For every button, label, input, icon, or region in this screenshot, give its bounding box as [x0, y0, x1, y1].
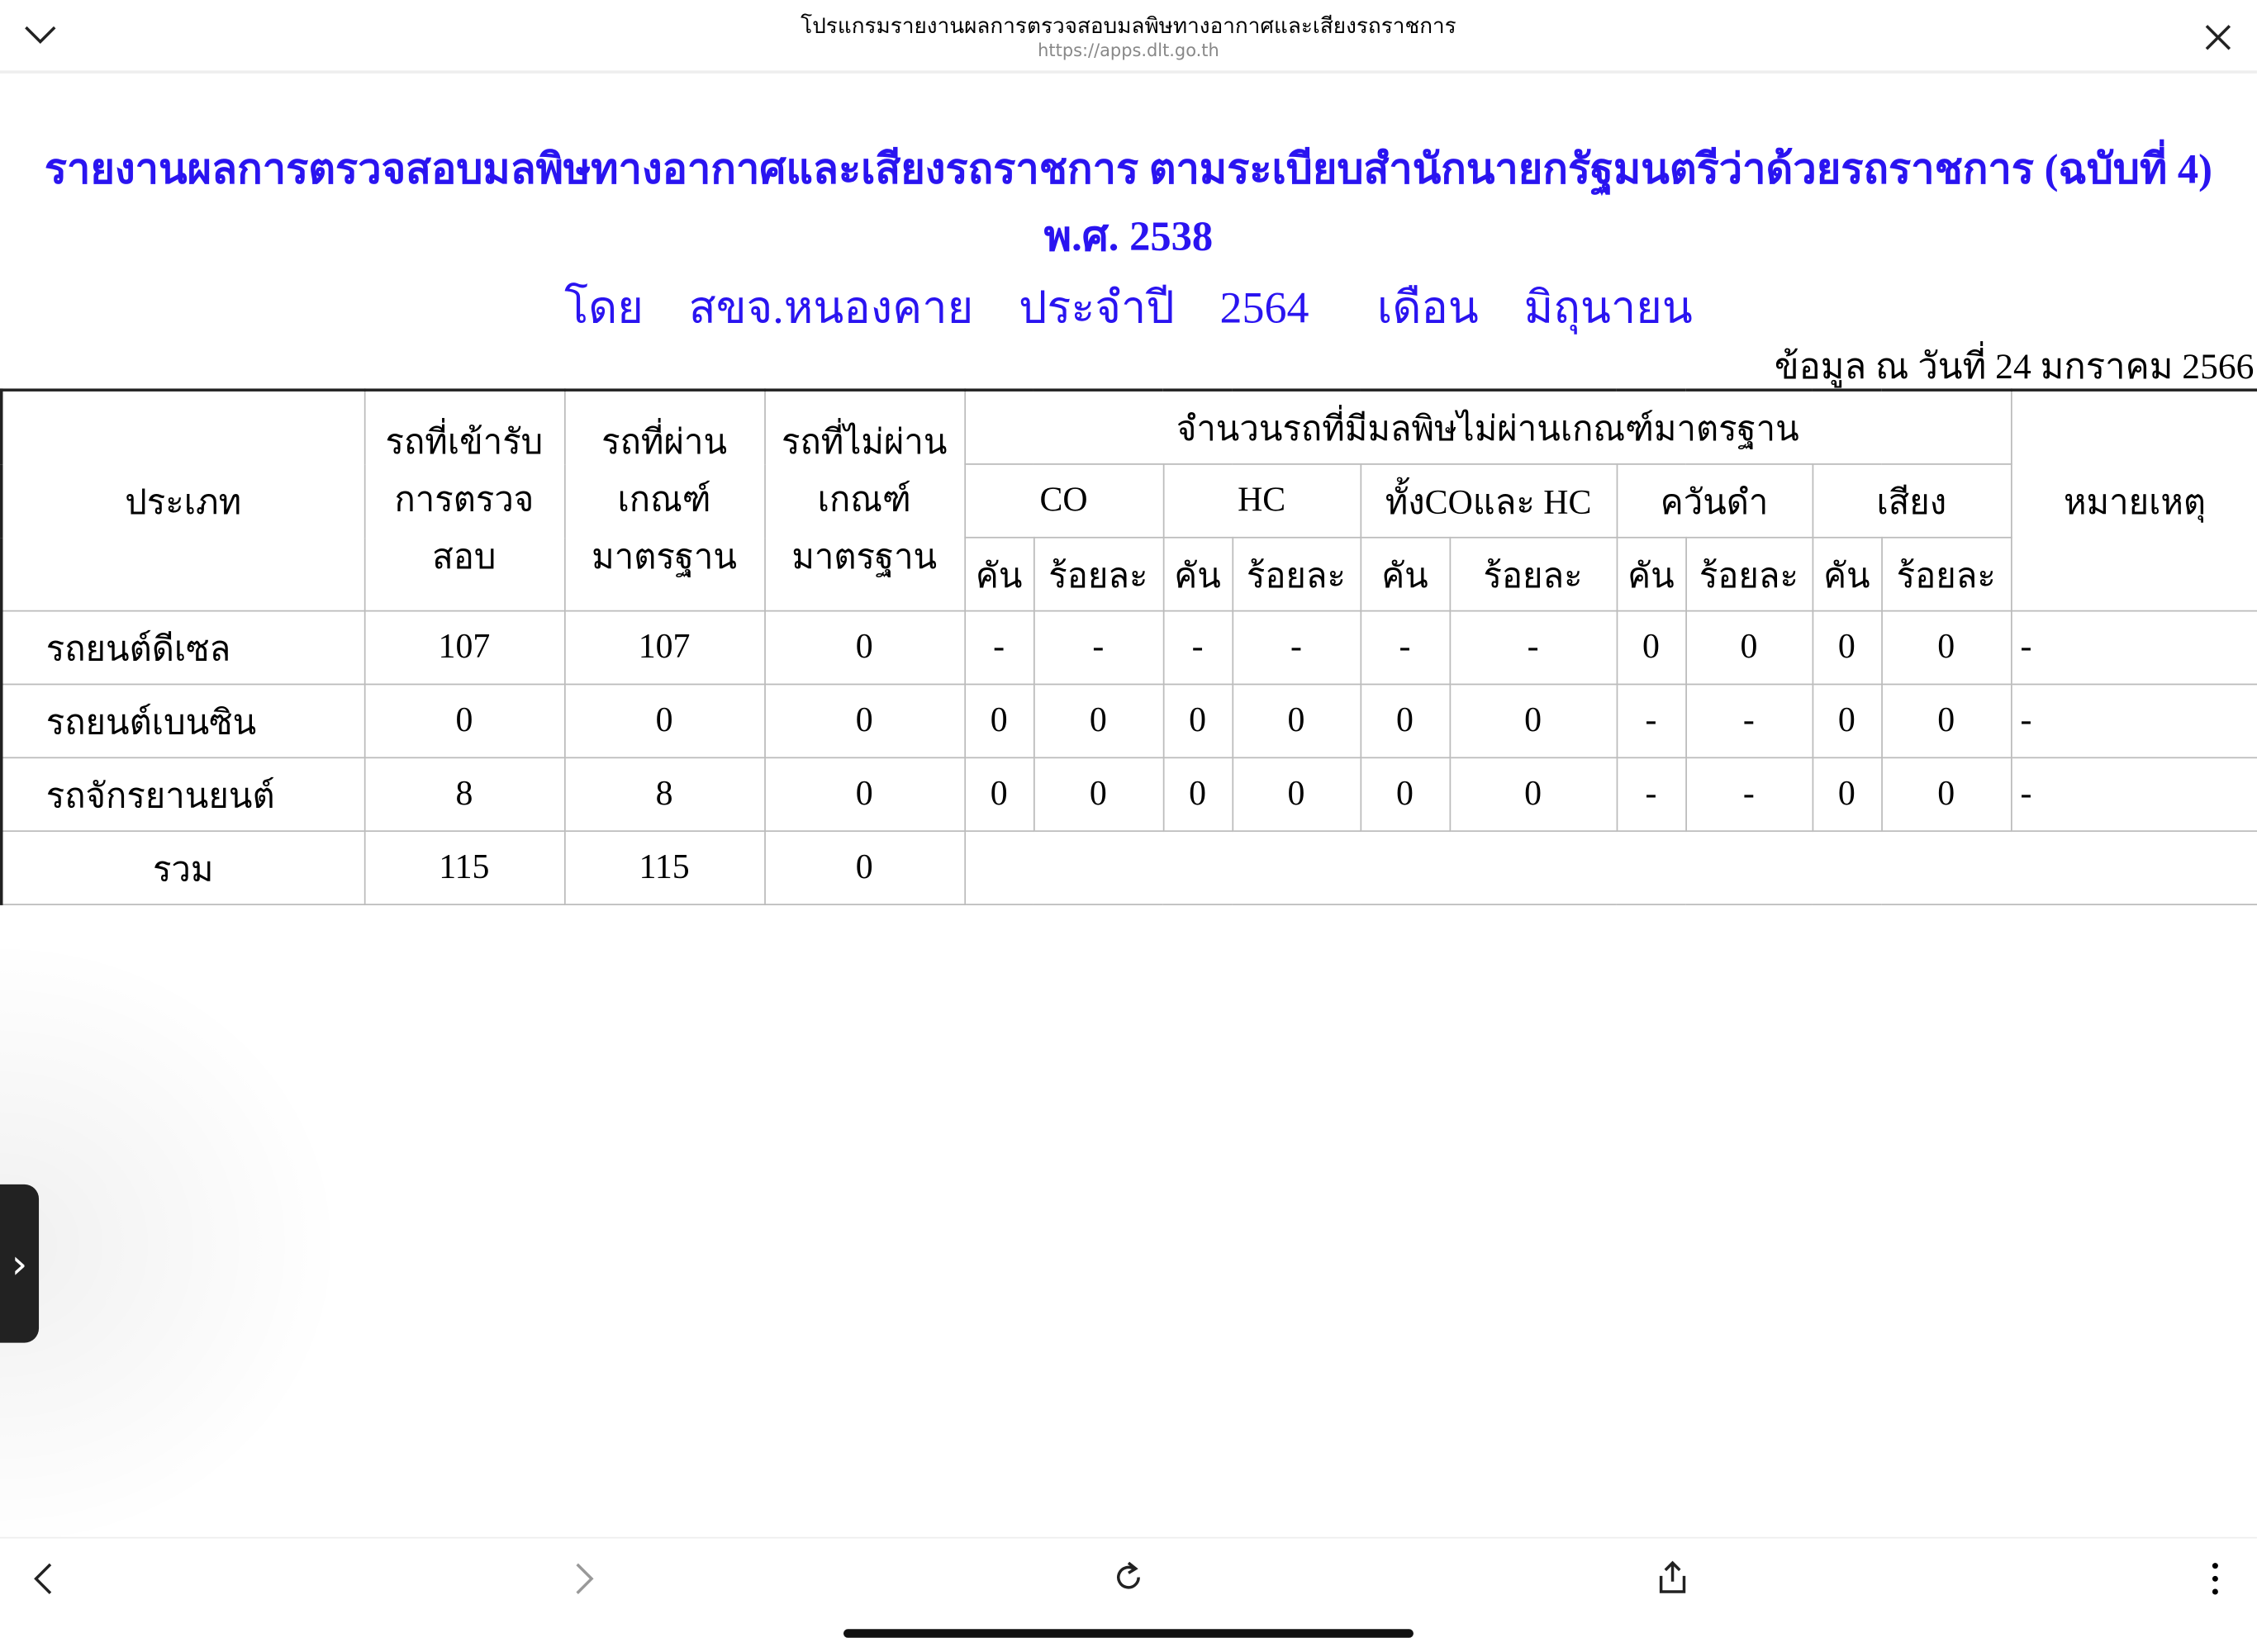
- cell-value: -: [963, 610, 1034, 686]
- cell-value: 0: [1811, 683, 1883, 759]
- report-subtitle: โดย สขจ.หนองคาย ประจำปี 2564 เดือน มิถุน…: [564, 282, 1693, 333]
- table-row: รถจักรยานยนต์ 8 8 0 0 0 0 0 0 0- -0 0-: [0, 757, 2257, 833]
- cell-value: -: [1684, 757, 1813, 833]
- cell-value: -: [1231, 610, 1361, 686]
- cell-type: รถยนต์เบนซิน: [0, 683, 365, 759]
- cell-failed: 0: [763, 757, 966, 833]
- chevron-down-icon[interactable]: [23, 23, 58, 46]
- cell-inspected: 0: [363, 683, 565, 759]
- cell-inspected: 8: [363, 757, 565, 833]
- subheader-unit: คัน: [1811, 536, 1883, 612]
- browser-title: โปรแกรมรายงานผลการตรวจสอบมลพิษทางอากาศแล…: [801, 12, 1456, 40]
- subheader-unit: คัน: [1162, 536, 1233, 612]
- cell-value: 0: [1162, 757, 1233, 833]
- subheader-unit: คัน: [1615, 536, 1687, 612]
- header-hc: HC: [1162, 463, 1361, 539]
- header-type: ประเภท: [0, 389, 365, 612]
- cell-value: 0: [1448, 683, 1618, 759]
- cell-value: 0: [1811, 757, 1883, 833]
- cell-type: รถจักรยานยนต์: [0, 757, 365, 833]
- cell-value: 0: [1615, 610, 1687, 686]
- cell-value: 0: [1880, 757, 2012, 833]
- total-empty: [963, 830, 2257, 905]
- subheader-percent: ร้อยละ: [1880, 536, 2012, 612]
- header-remark: หมายเหตุ: [2010, 389, 2257, 612]
- more-icon[interactable]: [2209, 1561, 2221, 1596]
- cell-remark: -: [2010, 757, 2257, 833]
- share-icon[interactable]: [1656, 1559, 1690, 1596]
- cell-failed: 0: [763, 610, 966, 686]
- header-co: CO: [963, 463, 1164, 539]
- header-passed: รถที่ผ่านเกณฑ์มาตรฐาน: [563, 389, 766, 612]
- cell-value: -: [1033, 610, 1164, 686]
- cell-value: -: [1359, 610, 1451, 686]
- cell-value: 0: [1033, 683, 1164, 759]
- cell-passed: 8: [563, 757, 766, 833]
- cell-passed: 107: [563, 610, 766, 686]
- total-failed: 0: [763, 830, 966, 905]
- total-inspected: 115: [363, 830, 565, 905]
- subheader-percent: ร้อยละ: [1033, 536, 1164, 612]
- total-label: รวม: [0, 830, 365, 905]
- cell-value: 0: [1684, 610, 1813, 686]
- cell-value: -: [1684, 683, 1813, 759]
- cell-failed: 0: [763, 683, 966, 759]
- subheader-unit: คัน: [963, 536, 1034, 612]
- close-icon[interactable]: [2203, 23, 2232, 52]
- total-passed: 115: [563, 830, 766, 905]
- header-co-hc: ทั้งCOและ HC: [1359, 463, 1618, 539]
- header-inspected: รถที่เข้ารับการตรวจสอบ: [363, 389, 565, 612]
- side-panel-handle[interactable]: ›: [0, 1184, 40, 1343]
- subheader-unit: คัน: [1359, 536, 1451, 612]
- report-title: รายงานผลการตรวจสอบมลพิษทางอากาศและเสียงร…: [44, 146, 2213, 261]
- header-fail-group: จำนวนรถที่มีมลพิษไม่ผ่านเกณฑ์มาตรฐาน: [963, 389, 2012, 465]
- pollution-table: ประเภท รถที่เข้ารับการตรวจสอบ รถที่ผ่านเ…: [0, 388, 2257, 905]
- forward-icon[interactable]: [570, 1561, 599, 1596]
- cell-inspected: 107: [363, 610, 565, 686]
- browser-url: https://apps.dlt.go.th: [1038, 40, 1219, 61]
- chevron-right-icon: ›: [11, 1239, 28, 1288]
- cell-value: 0: [1811, 610, 1883, 686]
- header-smoke: ควันดำ: [1615, 463, 1813, 539]
- home-indicator: [843, 1629, 1414, 1638]
- back-icon[interactable]: [29, 1561, 58, 1596]
- cell-value: -: [1615, 757, 1687, 833]
- subheader-percent: ร้อยละ: [1448, 536, 1618, 612]
- cell-value: -: [1162, 610, 1233, 686]
- cell-remark: -: [2010, 683, 2257, 759]
- subheader-percent: ร้อยละ: [1684, 536, 1813, 612]
- subheader-percent: ร้อยละ: [1231, 536, 1361, 612]
- edge-shadow: [0, 935, 346, 1555]
- browser-header: โปรแกรมรายงานผลการตรวจสอบมลพิษทางอากาศแล…: [0, 0, 2257, 74]
- cell-value: 0: [1880, 610, 2012, 686]
- cell-value: -: [1615, 683, 1687, 759]
- header-noise: เสียง: [1811, 463, 2012, 539]
- cell-remark: -: [2010, 610, 2257, 686]
- table-row: รถยนต์เบนซิน 0 0 0 0 0 0 0 0 0- -0 0-: [0, 683, 2257, 759]
- cell-passed: 0: [563, 683, 766, 759]
- reload-icon[interactable]: [1111, 1560, 1146, 1595]
- cell-value: 0: [1231, 683, 1361, 759]
- cell-value: 0: [963, 683, 1034, 759]
- cell-value: 0: [1231, 757, 1361, 833]
- cell-value: 0: [1359, 683, 1451, 759]
- data-as-of: ข้อมูล ณ วันที่ 24 มกราคม 2566: [1774, 348, 2255, 387]
- cell-value: 0: [1359, 757, 1451, 833]
- cell-value: -: [1448, 610, 1618, 686]
- cell-value: 0: [963, 757, 1034, 833]
- cell-value: 0: [1162, 683, 1233, 759]
- cell-value: 0: [1448, 757, 1618, 833]
- header-failed: รถที่ไม่ผ่านเกณฑ์มาตรฐาน: [763, 389, 966, 612]
- table-row: รถยนต์ดีเซล 107 107 0- - - - - -0 0 0 0-: [0, 610, 2257, 686]
- cell-type: รถยนต์ดีเซล: [0, 610, 365, 686]
- cell-value: 0: [1033, 757, 1164, 833]
- cell-value: 0: [1880, 683, 2012, 759]
